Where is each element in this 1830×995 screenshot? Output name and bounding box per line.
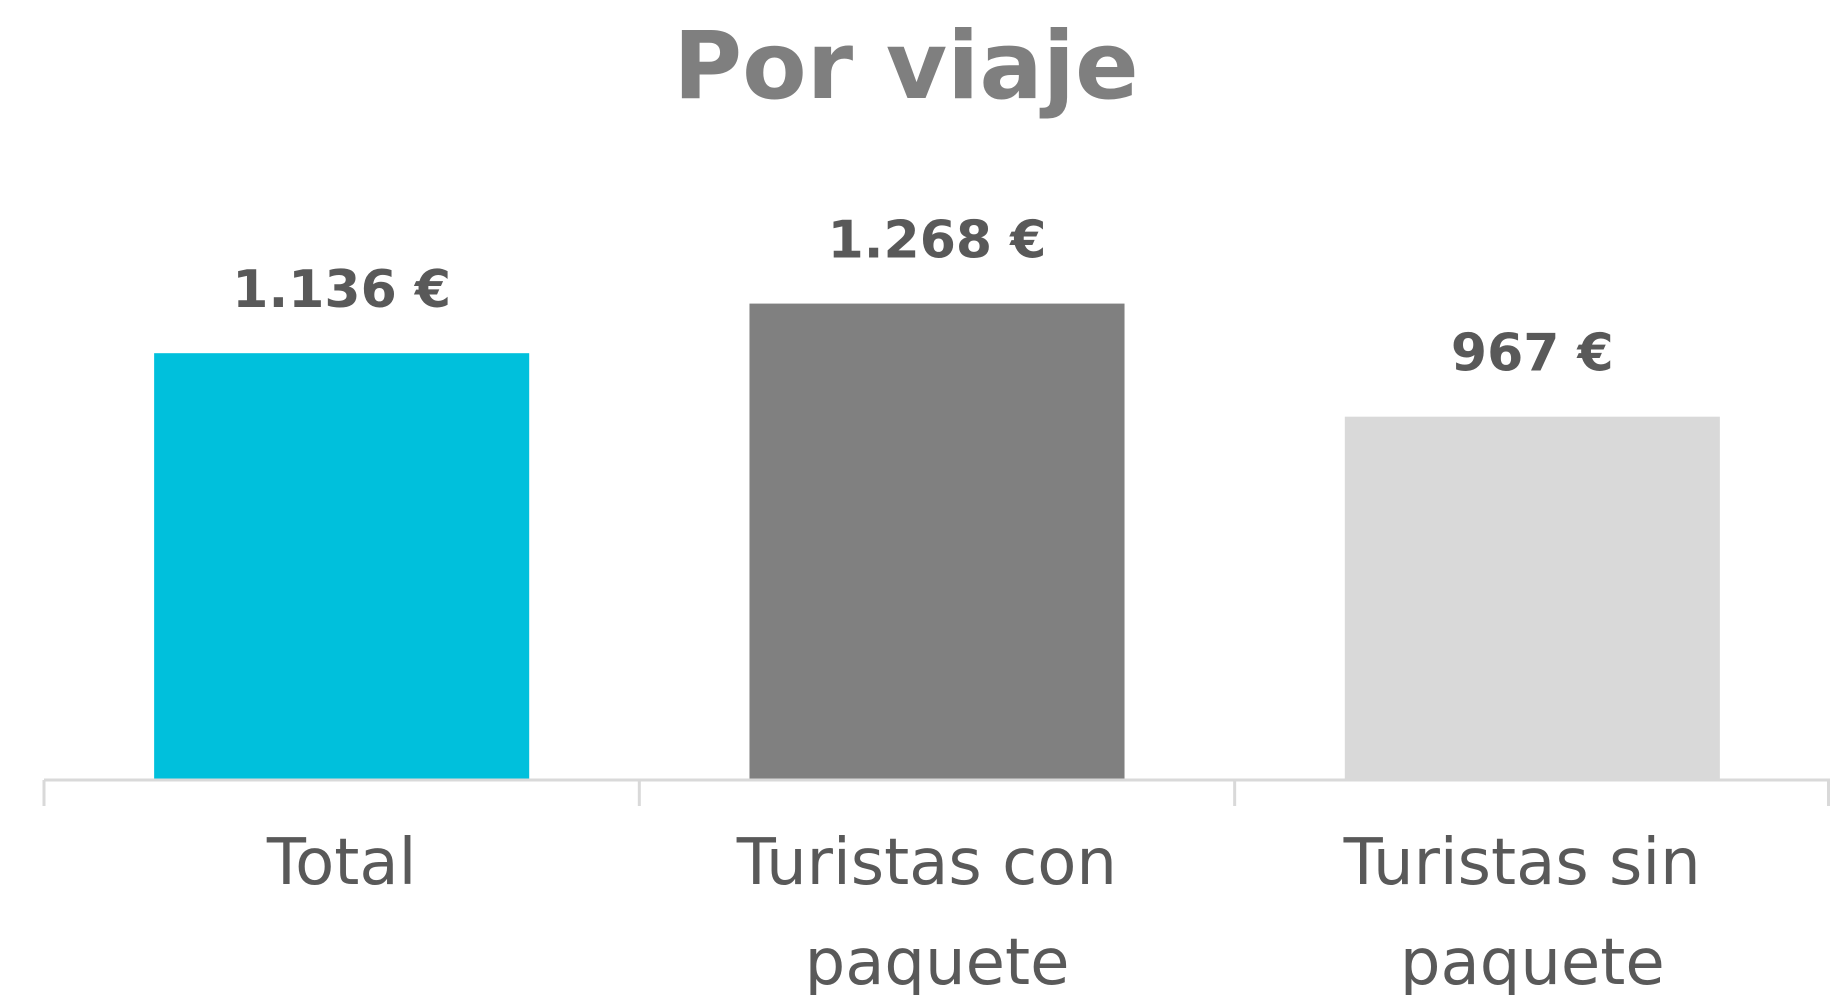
chart-title: Por viaje	[673, 12, 1138, 121]
bar	[1344, 416, 1720, 780]
x-tick-label: Turistas con paquete	[736, 826, 1138, 995]
x-tick-label: Total	[266, 826, 416, 900]
bar	[749, 303, 1125, 780]
data-label: 1.136 €	[232, 260, 451, 320]
data-label: 1.268 €	[828, 211, 1047, 271]
x-tick-label: Turistas sin paquete	[1343, 826, 1721, 995]
bar	[154, 353, 530, 780]
data-label: 967 €	[1451, 324, 1614, 384]
